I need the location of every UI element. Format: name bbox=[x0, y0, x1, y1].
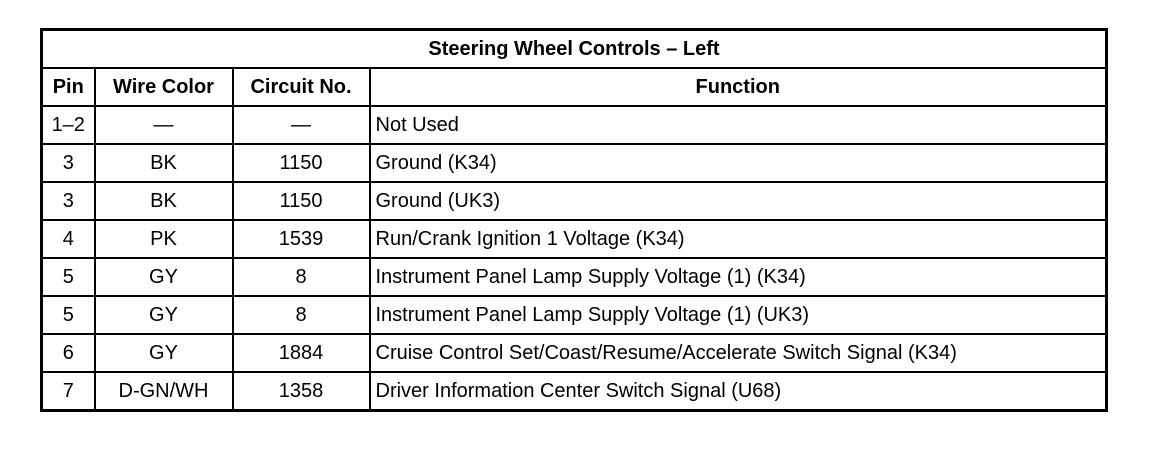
table-row: 4 PK 1539 Run/Crank Ignition 1 Voltage (K34… bbox=[40, 219, 1108, 259]
wire-color-cell: GY bbox=[93, 333, 234, 373]
wire-color-cell: GY bbox=[93, 257, 234, 297]
header-circuit-no: Circuit No. bbox=[231, 67, 371, 107]
circuit-cell: 8 bbox=[231, 257, 371, 297]
function-cell: Run/Crank Ignition 1 Voltage (K34) bbox=[368, 219, 1108, 259]
pin-cell: 3 bbox=[40, 143, 96, 183]
table-row: 3 BK 1150 Ground (UK3) bbox=[40, 181, 1108, 221]
function-cell: Instrument Panel Lamp Supply Voltage (1)… bbox=[368, 257, 1108, 297]
circuit-cell: 1539 bbox=[231, 219, 371, 259]
pin-cell: 4 bbox=[40, 219, 96, 259]
connector-table: Steering Wheel Controls – Left Pin Wire … bbox=[40, 28, 1108, 412]
function-cell: Not Used bbox=[368, 105, 1108, 145]
circuit-cell: 1884 bbox=[231, 333, 371, 373]
header-wire-color: Wire Color bbox=[93, 67, 234, 107]
function-cell: Ground (UK3) bbox=[368, 181, 1108, 221]
wire-color-cell: — bbox=[93, 105, 234, 145]
pin-cell: 5 bbox=[40, 295, 96, 335]
table-row: 1–2— — Not Used bbox=[40, 105, 1108, 145]
pin-cell: 5 bbox=[40, 257, 96, 297]
title-row: Steering Wheel Controls – Left bbox=[40, 28, 1108, 69]
circuit-cell: 1150 bbox=[231, 143, 371, 183]
header-row: Pin Wire Color Circuit No. Function bbox=[40, 67, 1108, 107]
circuit-cell: 8 bbox=[231, 295, 371, 335]
wire-color-cell: PK bbox=[93, 219, 234, 259]
wire-color-cell: BK bbox=[93, 181, 234, 221]
pin-cell: 7 bbox=[40, 371, 96, 412]
wire-color-cell: BK bbox=[93, 143, 234, 183]
table-row: 5 GY 8 Instrument Panel Lamp Supply Voltage… bbox=[40, 257, 1108, 297]
table-row: 5 GY 8 Instrument Panel Lamp Supply Voltage… bbox=[40, 295, 1108, 335]
pin-cell: 3 bbox=[40, 181, 96, 221]
circuit-cell: 1150 bbox=[231, 181, 371, 221]
header-pin: Pin bbox=[40, 67, 96, 107]
function-cell: Driver Information Center Switch Signal … bbox=[368, 371, 1108, 412]
table-row: 6 GY 1884 Cruise Control Set/Coast/Resume/A… bbox=[40, 333, 1108, 373]
table-title: Steering Wheel Controls – Left bbox=[40, 28, 1108, 69]
circuit-cell: 1358 bbox=[231, 371, 371, 412]
function-cell: Cruise Control Set/Coast/Resume/Accelera… bbox=[368, 333, 1108, 373]
function-cell: Instrument Panel Lamp Supply Voltage (1)… bbox=[368, 295, 1108, 335]
table-row: 7 D-GN/WH 1358 Driver Information Center Sw… bbox=[40, 371, 1108, 412]
wire-color-cell: D-GN/WH bbox=[93, 371, 234, 412]
pin-cell: 1–2 bbox=[40, 105, 96, 145]
header-function: Function bbox=[368, 67, 1108, 107]
table-row: 3 BK 1150 Ground (K34) bbox=[40, 143, 1108, 183]
circuit-cell: — bbox=[231, 105, 371, 145]
function-cell: Ground (K34) bbox=[368, 143, 1108, 183]
pin-cell: 6 bbox=[40, 333, 96, 373]
wire-color-cell: GY bbox=[93, 295, 234, 335]
